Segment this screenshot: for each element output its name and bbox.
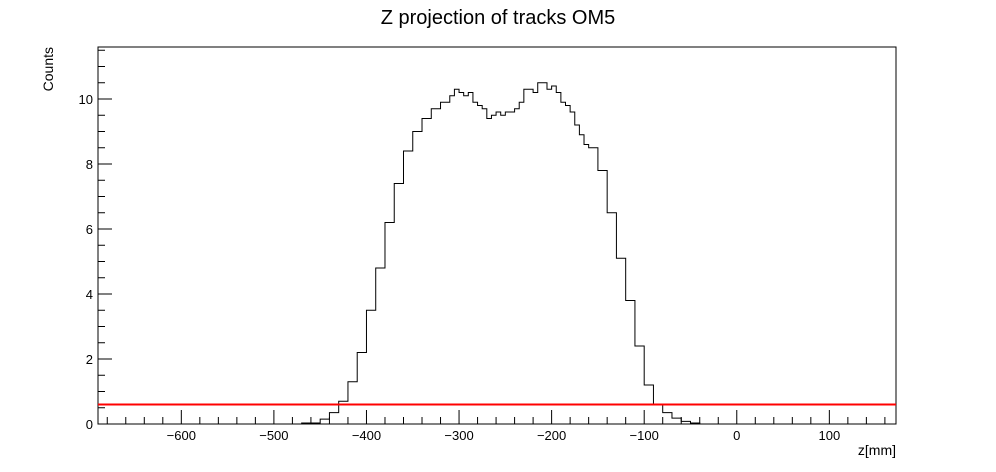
- x-tick-label: 0: [733, 428, 740, 443]
- y-tick-label: 6: [86, 222, 93, 237]
- x-tick-label: −400: [352, 428, 381, 443]
- y-tick-label: 4: [86, 287, 93, 302]
- y-tick-label: 10: [79, 92, 93, 107]
- y-tick-label: 8: [86, 157, 93, 172]
- histogram-line: [273, 82, 709, 425]
- x-tick-label: 100: [818, 428, 840, 443]
- y-tick-label: 0: [86, 417, 93, 432]
- plot-frame: [97, 46, 897, 425]
- x-tick-label: −100: [630, 428, 659, 443]
- x-tick-label: −300: [444, 428, 473, 443]
- y-axis-ticks: 0 2 4 6 8 10: [79, 49, 112, 432]
- chart-title: Z projection of tracks OM5: [381, 7, 616, 29]
- y-axis-label: Counts: [40, 47, 56, 91]
- x-axis-label: z[mm]: [858, 442, 896, 458]
- y-tick-label: 2: [86, 352, 93, 367]
- x-tick-label: −200: [537, 428, 566, 443]
- x-tick-label: −500: [259, 428, 288, 443]
- x-axis-ticks: −600 −500 −400 −300 −200 −100 0 100: [106, 410, 886, 443]
- x-tick-label: −600: [167, 428, 196, 443]
- series-group: [98, 82, 896, 425]
